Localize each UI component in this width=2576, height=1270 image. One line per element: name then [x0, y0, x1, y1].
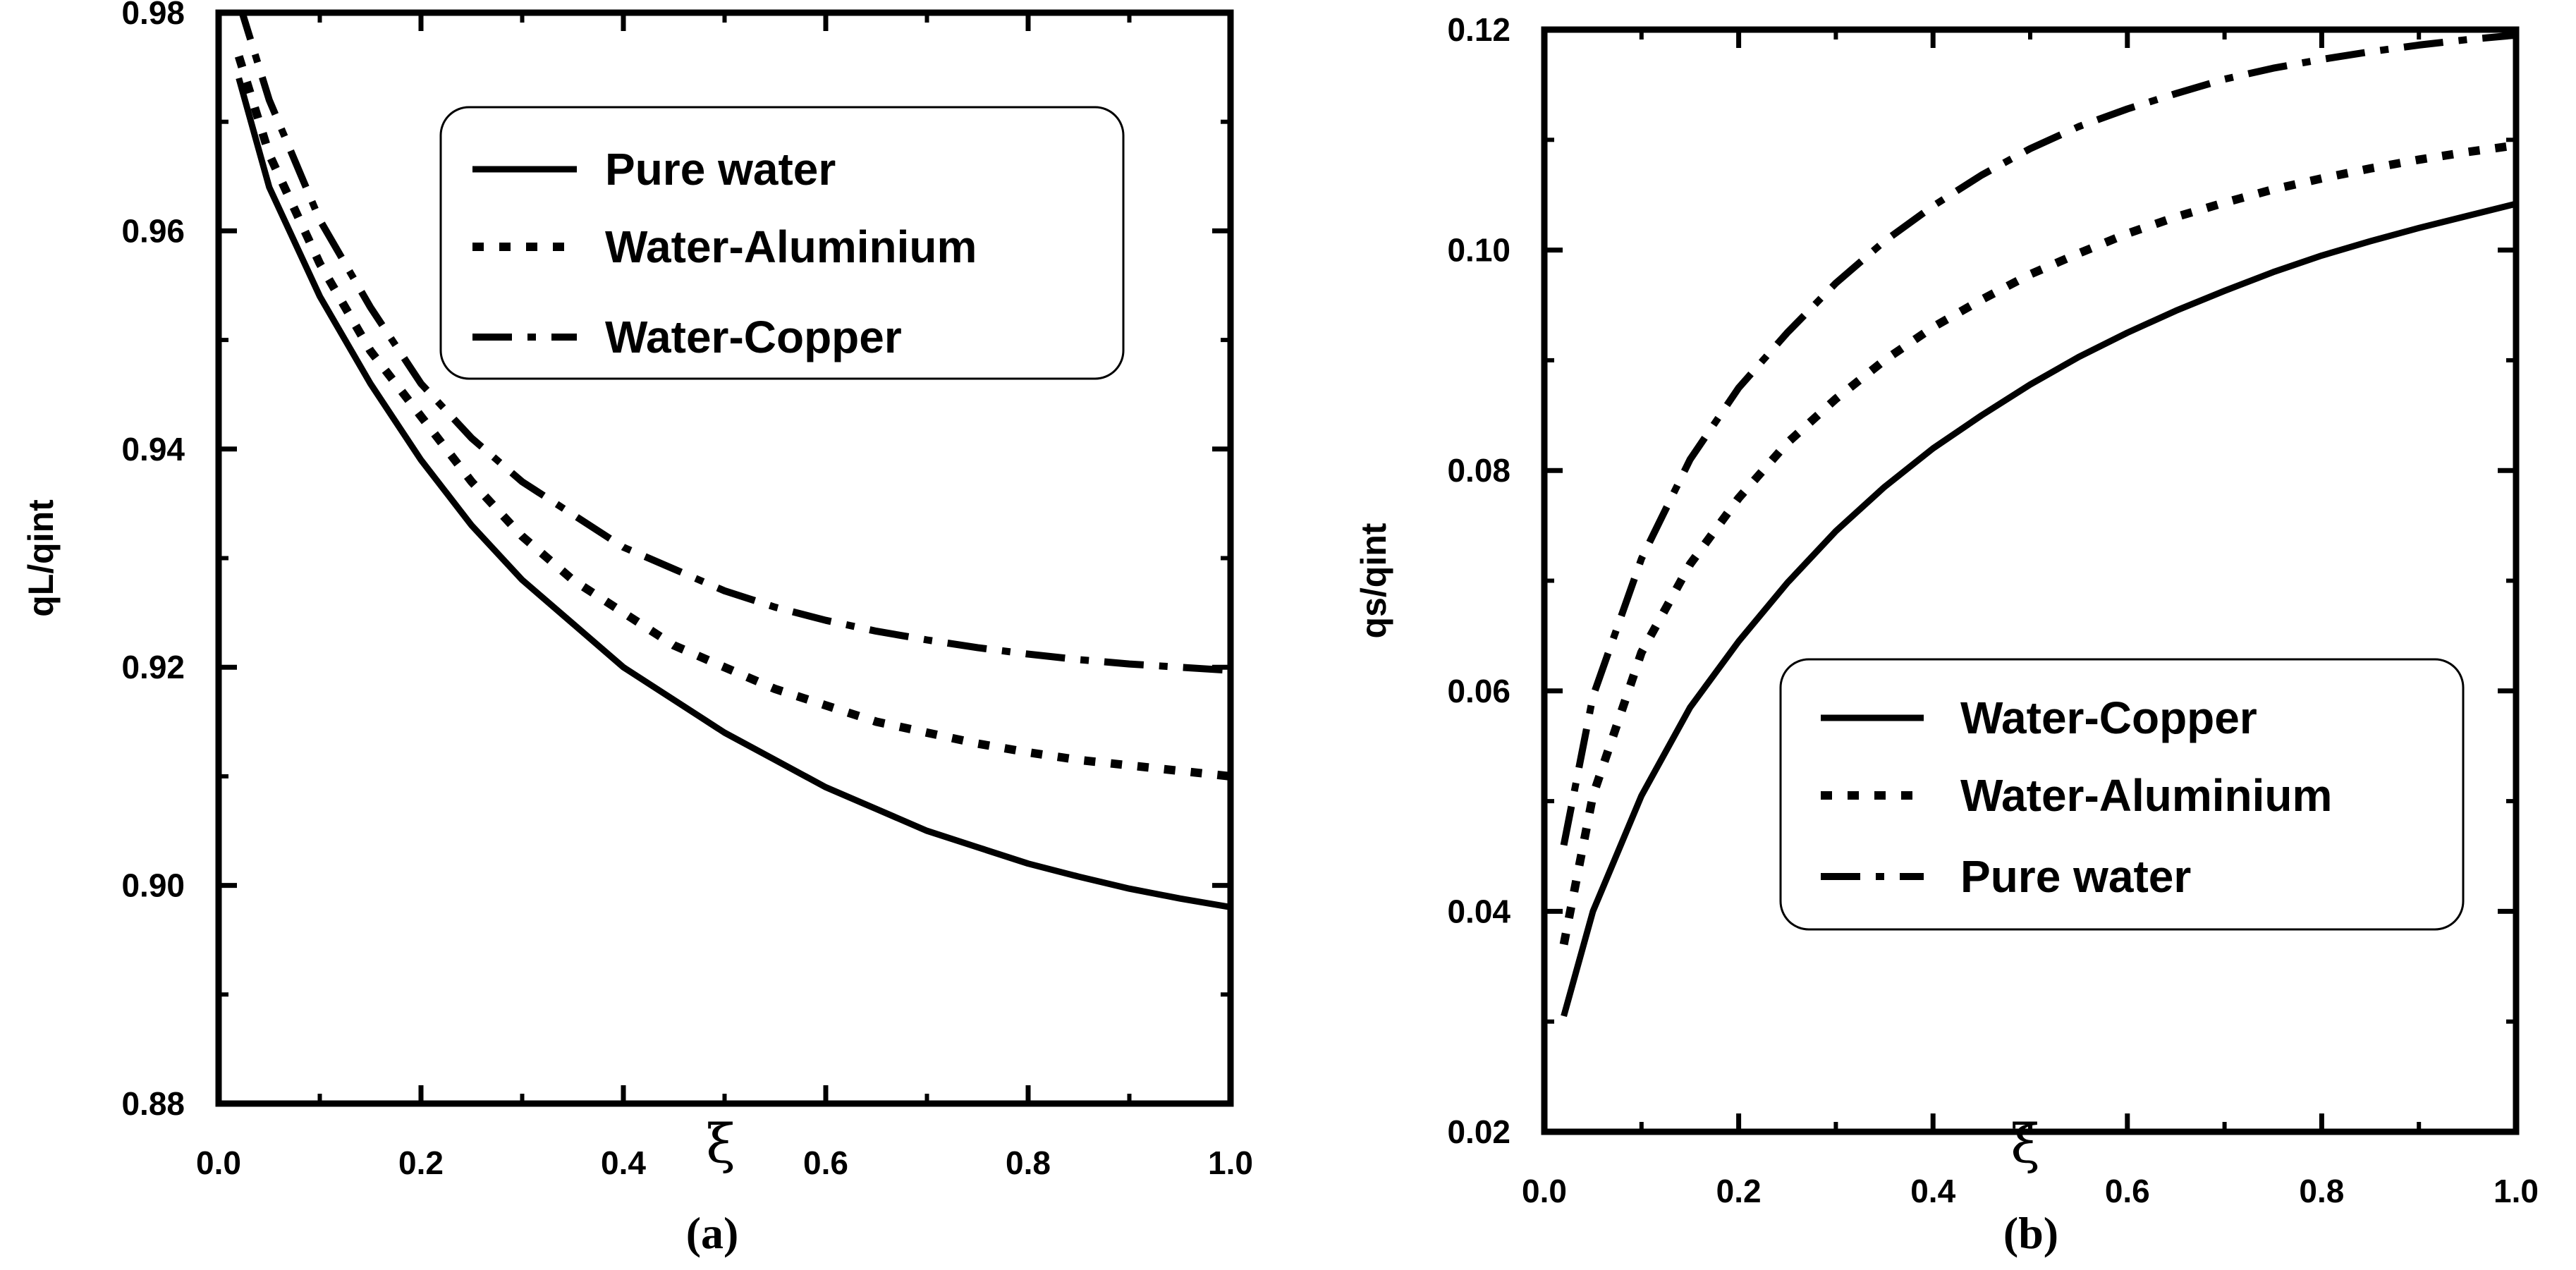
- y-tick-label: 0.12: [1447, 11, 1510, 48]
- legend-label: Water-Aluminium: [1960, 770, 2332, 821]
- panel-label: (b): [2003, 1208, 2058, 1258]
- legend-label: Pure water: [605, 144, 836, 195]
- y-tick-label: 0.10: [1447, 232, 1510, 269]
- x-tick-label: 0.0: [196, 1144, 241, 1181]
- legend-label: Water-Copper: [605, 312, 902, 362]
- panel-b: 0.0 0.2 0.4 0.6 0.8 1.0 0.02 0.04 0.06 0.08 0.10 0.…: [1354, 11, 2539, 1258]
- x-tick-label: 1.0: [2493, 1173, 2539, 1209]
- y-tick-label: 0.94: [121, 431, 185, 468]
- y-tick-label: 0.98: [121, 0, 185, 31]
- y-tick-label: 0.02: [1447, 1113, 1510, 1150]
- x-tick-label: 0.2: [398, 1144, 444, 1181]
- x-axis-title: ξ: [706, 1112, 735, 1175]
- y-tick-label: 0.08: [1447, 452, 1510, 489]
- y-tick-label: 0.06: [1447, 673, 1510, 709]
- x-tick-label: 0.6: [2105, 1173, 2150, 1209]
- y-tick-label: 0.90: [121, 867, 185, 904]
- y-tick-label: 0.92: [121, 649, 185, 685]
- legend-label: Pure water: [1960, 851, 2191, 902]
- x-tick-label: 0.8: [1006, 1144, 1051, 1181]
- legend-label: Water-Aluminium: [605, 221, 977, 272]
- y-tick-label: 0.04: [1447, 893, 1510, 929]
- legend-label: Water-Copper: [1960, 692, 2257, 743]
- x-tick-label: 0.6: [803, 1144, 848, 1181]
- panel-a: 0.0 0.2 0.4 0.6 0.8 1.0 0.88 0.90 0.92 0.94 0.96 0.…: [21, 0, 1253, 1258]
- x-tick-label: 0.2: [1716, 1173, 1762, 1209]
- x-tick-label: 0.0: [1522, 1173, 1567, 1209]
- y-axis-title: qs/qint: [1354, 523, 1393, 638]
- x-axis-title: ξ: [2010, 1112, 2040, 1175]
- x-tick-label: 0.4: [601, 1144, 646, 1181]
- legend: Water-Copper Water-Aluminium Pure water: [1781, 659, 2463, 929]
- y-axis-title: qL/qint: [21, 499, 61, 617]
- y-tick-label: 0.96: [121, 212, 185, 249]
- plot-frame: [1544, 30, 2516, 1132]
- panel-label: (a): [686, 1208, 739, 1258]
- figure: 0.0 0.2 0.4 0.6 0.8 1.0 0.88 0.90 0.92 0.94 0.96 0.…: [0, 0, 2576, 1270]
- x-tick-label: 0.4: [1910, 1173, 1955, 1209]
- y-tick-label: 0.88: [121, 1085, 185, 1122]
- x-tick-label: 0.8: [2299, 1173, 2344, 1209]
- legend: Pure water Water-Aluminium Water-Copper: [441, 107, 1123, 379]
- x-tick-label: 1.0: [1208, 1144, 1253, 1181]
